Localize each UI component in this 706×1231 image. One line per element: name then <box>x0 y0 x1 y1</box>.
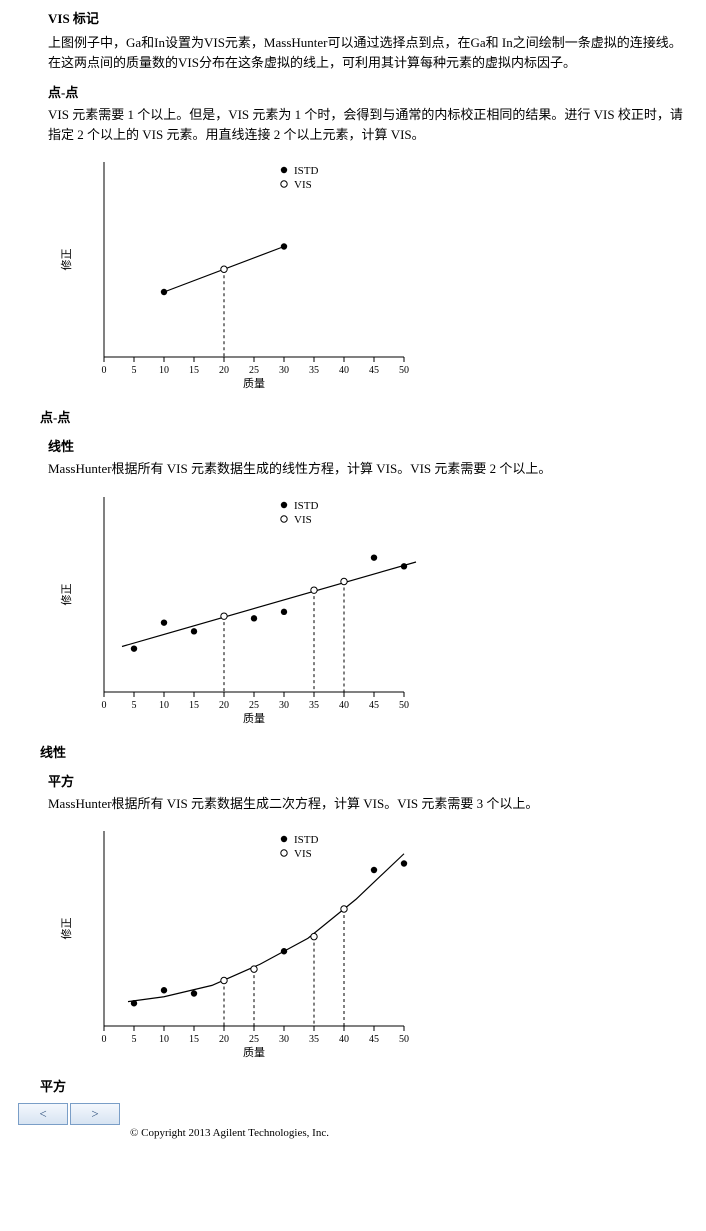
svg-text:15: 15 <box>189 365 199 376</box>
svg-text:45: 45 <box>369 365 379 376</box>
svg-text:10: 10 <box>159 700 169 711</box>
svg-text:30: 30 <box>279 1034 289 1045</box>
prev-button[interactable]: < <box>18 1103 68 1125</box>
svg-text:0: 0 <box>102 365 107 376</box>
svg-text:10: 10 <box>159 365 169 376</box>
nav-bar: < > <box>18 1103 706 1125</box>
svg-text:50: 50 <box>399 700 409 711</box>
svg-text:45: 45 <box>369 1034 379 1045</box>
svg-text:50: 50 <box>399 365 409 376</box>
svg-text:5: 5 <box>132 1034 137 1045</box>
svg-text:40: 40 <box>339 1034 349 1045</box>
svg-text:VIS: VIS <box>294 179 312 191</box>
svg-text:40: 40 <box>339 365 349 376</box>
svg-text:质量: 质量 <box>243 377 265 390</box>
svg-text:25: 25 <box>249 1034 259 1045</box>
svg-text:0: 0 <box>102 1034 107 1045</box>
svg-text:5: 5 <box>132 365 137 376</box>
section1-text: VIS 元素需要 1 个以上。但是，VIS 元素为 1 个时，会得到与通常的内标… <box>48 105 686 144</box>
svg-text:25: 25 <box>249 365 259 376</box>
svg-text:50: 50 <box>399 1034 409 1045</box>
svg-text:45: 45 <box>369 700 379 711</box>
section3-text: MassHunter根据所有 VIS 元素数据生成二次方程，计算 VIS。VIS… <box>48 794 686 814</box>
svg-text:35: 35 <box>309 700 319 711</box>
svg-text:质量: 质量 <box>243 712 265 725</box>
chart-quadratic: 0 5 10 15 20 25 30 35 40 45 50 质量 修正 ISTD VIS <box>48 821 418 1066</box>
svg-text:修正: 修正 <box>59 583 73 605</box>
section2-caption: 线性 <box>40 742 706 761</box>
svg-text:30: 30 <box>279 365 289 376</box>
section3-caption: 平方 <box>40 1076 706 1095</box>
svg-text:VIS: VIS <box>294 848 312 860</box>
svg-text:35: 35 <box>309 365 319 376</box>
chart-point-to-point: 0 5 10 15 20 25 30 35 40 45 50 质量 修正 ISTD VIS <box>48 152 418 397</box>
svg-text:40: 40 <box>339 700 349 711</box>
svg-text:30: 30 <box>279 700 289 711</box>
section2-text: MassHunter根据所有 VIS 元素数据生成的线性方程，计算 VIS。VI… <box>48 459 686 479</box>
svg-text:20: 20 <box>219 700 229 711</box>
svg-text:修正: 修正 <box>59 249 73 271</box>
section1-caption: 点-点 <box>40 407 706 426</box>
svg-text:质量: 质量 <box>243 1046 265 1059</box>
svg-text:15: 15 <box>189 700 199 711</box>
copyright-text: © Copyright 2013 Agilent Technologies, I… <box>130 1127 706 1139</box>
intro-paragraph: 上图例子中，Ga和In设置为VIS元素，MassHunter可以通过选择点到点，… <box>48 33 686 72</box>
section2-title: 线性 <box>48 436 706 455</box>
svg-text:VIS: VIS <box>294 514 312 526</box>
svg-text:20: 20 <box>219 365 229 376</box>
svg-text:20: 20 <box>219 1034 229 1045</box>
page-title: VIS 标记 <box>48 8 706 27</box>
svg-text:ISTD: ISTD <box>294 165 319 177</box>
svg-text:15: 15 <box>189 1034 199 1045</box>
svg-text:10: 10 <box>159 1034 169 1045</box>
next-button[interactable]: > <box>70 1103 120 1125</box>
svg-text:5: 5 <box>132 700 137 711</box>
section3-title: 平方 <box>48 771 706 790</box>
svg-text:修正: 修正 <box>59 918 73 940</box>
svg-text:ISTD: ISTD <box>294 834 319 846</box>
svg-text:0: 0 <box>102 700 107 711</box>
chart-linear: 0 5 10 15 20 25 30 35 40 45 50 质量 修正 ISTD VIS <box>48 487 418 732</box>
section1-title: 点-点 <box>48 82 706 101</box>
svg-text:35: 35 <box>309 1034 319 1045</box>
svg-text:25: 25 <box>249 700 259 711</box>
svg-text:ISTD: ISTD <box>294 500 319 512</box>
